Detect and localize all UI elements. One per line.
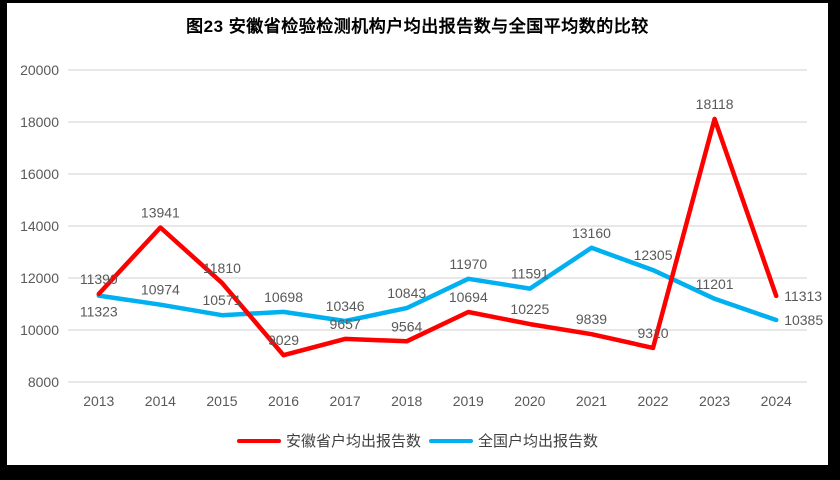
- legend-label-national: 全国户均出报告数: [478, 433, 599, 450]
- data-label: 9029: [268, 332, 299, 348]
- data-label: 9839: [576, 311, 607, 327]
- legend-item-anhui: 安徽省户均出报告数: [236, 430, 421, 451]
- x-tick-label: 2014: [145, 393, 176, 409]
- x-tick-label: 2018: [391, 393, 422, 409]
- data-label: 10974: [141, 282, 180, 298]
- data-label: 13941: [141, 205, 180, 221]
- data-label: 9564: [391, 318, 422, 334]
- data-label: 9657: [330, 316, 361, 332]
- data-label: 9310: [637, 325, 668, 341]
- y-tick-label: 12000: [20, 270, 59, 286]
- chart-title: 图23 安徽省检验检测机构户均出报告数与全国平均数的比较: [186, 17, 649, 36]
- x-tick-label: 2024: [761, 393, 792, 409]
- x-tick-label: 2017: [330, 393, 361, 409]
- data-label: 13160: [572, 225, 611, 241]
- national-line-swatch: [429, 438, 473, 443]
- legend-item-national: 全国户均出报告数: [429, 430, 598, 451]
- data-label: 10694: [449, 289, 488, 305]
- data-label: 11313: [784, 288, 822, 304]
- data-label: 12305: [634, 247, 673, 263]
- x-tick-label: 2013: [83, 393, 114, 409]
- x-tick-label: 2015: [206, 393, 237, 409]
- y-tick-label: 20000: [20, 62, 59, 78]
- chart-legend: 安徽省户均出报告数 全国户均出报告数: [7, 430, 828, 451]
- data-label: 10346: [326, 298, 365, 314]
- series-line: [96, 116, 779, 358]
- x-tick-label: 2020: [514, 393, 545, 409]
- y-tick-label: 8000: [28, 374, 59, 390]
- data-label: 10385: [784, 312, 823, 328]
- anhui-line-swatch: [236, 438, 281, 443]
- data-label: 11591: [511, 266, 549, 282]
- chart-canvas: [7, 3, 828, 465]
- y-tick-label: 16000: [20, 166, 59, 182]
- data-label: 11323: [80, 304, 118, 320]
- data-label: 10843: [387, 285, 426, 301]
- y-tick-label: 10000: [20, 322, 59, 338]
- x-tick-label: 2019: [453, 393, 484, 409]
- legend-label-anhui: 安徽省户均出报告数: [285, 433, 421, 450]
- data-label: 10571: [202, 292, 241, 308]
- x-tick-label: 2016: [268, 393, 299, 409]
- y-tick-label: 14000: [20, 218, 59, 234]
- x-tick-label: 2023: [699, 393, 730, 409]
- data-label: 18118: [696, 96, 734, 112]
- data-label: 10225: [510, 301, 549, 317]
- data-label: 11390: [80, 271, 118, 287]
- data-label: 11201: [696, 276, 734, 292]
- data-label: 10698: [264, 289, 303, 305]
- y-tick-label: 18000: [20, 114, 59, 130]
- series-line: [96, 245, 779, 324]
- x-tick-label: 2021: [576, 393, 607, 409]
- data-label: 11810: [203, 260, 241, 276]
- x-tick-label: 2022: [637, 393, 668, 409]
- data-label: 11970: [449, 256, 487, 272]
